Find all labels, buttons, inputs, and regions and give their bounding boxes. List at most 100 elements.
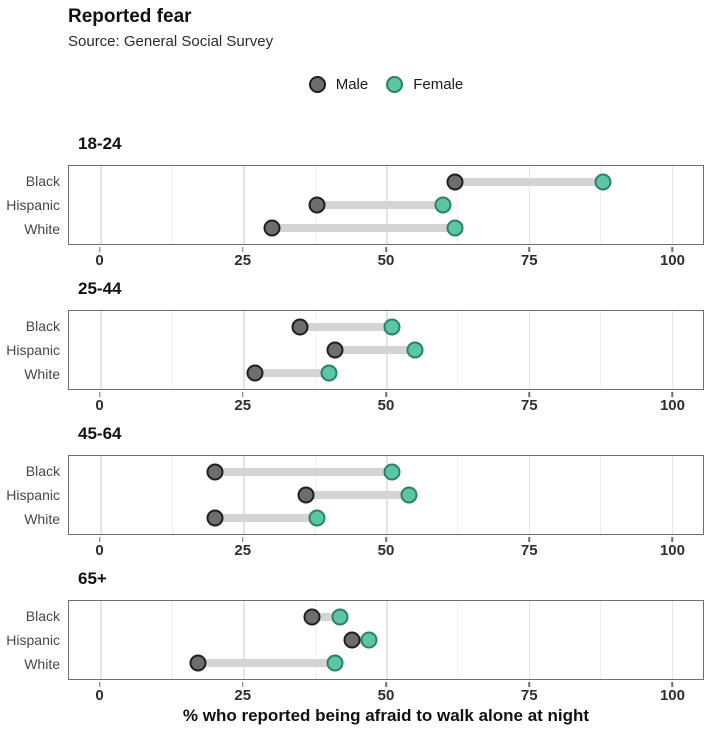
x-tick-mark (242, 247, 244, 252)
x-tick-label: 0 (95, 397, 104, 414)
major-gridline (671, 166, 674, 244)
chart-subtitle: Source: General Social Survey (68, 33, 274, 50)
dumbbell-connector (306, 491, 409, 499)
minor-gridline (600, 456, 602, 534)
male-dot-hispanic (297, 486, 315, 504)
minor-gridline (314, 311, 316, 389)
dumbbell-connector (351, 636, 369, 644)
x-tick-mark (98, 392, 101, 397)
x-tick-label: 75 (520, 397, 538, 414)
major-gridline (100, 601, 102, 679)
x-tick-mark (98, 247, 101, 252)
y-axis-label-white: White (24, 221, 60, 237)
x-tick-label: 100 (659, 252, 685, 269)
y-axis-label-hispanic: Hispanic (6, 342, 60, 358)
legend: Male Female (68, 76, 704, 93)
facet-title: 25-44 (78, 279, 122, 298)
female-dot-white (320, 364, 338, 382)
minor-gridline (457, 166, 459, 244)
legend-label-female: Female (413, 76, 464, 93)
x-axis: 0 25 50 75 100 (68, 537, 704, 559)
x-tick-label: 75 (520, 687, 538, 704)
female-dot-white (446, 219, 464, 237)
facet-title: 18-24 (78, 134, 122, 153)
facet-45-64: 45-64 Black Hispanic White 0 25 50 75 100 (0, 420, 714, 565)
major-gridline (528, 311, 531, 389)
major-gridline (528, 166, 531, 244)
male-dot-icon (308, 76, 326, 93)
x-tick-mark (671, 682, 674, 687)
facet-title: 65+ (78, 569, 107, 588)
major-gridline (100, 166, 102, 244)
dumbbell-connector (214, 514, 318, 523)
x-tick-mark (385, 392, 387, 397)
x-tick-label: 75 (520, 252, 538, 269)
chart-title: Reported fear (68, 6, 192, 27)
minor-gridline (171, 166, 173, 244)
major-gridline (671, 311, 674, 389)
female-dot-black (594, 173, 612, 191)
x-tick-mark (385, 682, 387, 687)
minor-gridline (171, 601, 173, 679)
minor-gridline (600, 311, 602, 389)
female-dot-black (331, 608, 349, 626)
y-axis-label-black: Black (25, 608, 60, 624)
minor-gridline (457, 311, 459, 389)
x-tick-mark (528, 537, 530, 542)
x-tick-mark (98, 682, 101, 687)
x-tick-label: 25 (234, 252, 252, 269)
x-tick-mark (98, 537, 101, 542)
dumbbell-connector (271, 224, 455, 233)
male-dot-black (446, 173, 464, 191)
female-dot-black (383, 318, 401, 336)
male-dot-hispanic (326, 341, 344, 359)
facet-title: 45-64 (78, 424, 122, 443)
x-axis: 0 25 50 75 100 (68, 392, 704, 414)
minor-gridline (457, 601, 459, 679)
female-dot-white (308, 509, 326, 527)
x-tick-mark (242, 392, 244, 397)
male-dot-white (206, 509, 224, 527)
female-dot-black (383, 463, 401, 481)
x-tick-mark (385, 247, 387, 252)
x-tick-label: 50 (377, 252, 395, 269)
x-tick-mark (528, 392, 530, 397)
male-dot-black (303, 608, 321, 626)
x-tick-label: 100 (659, 542, 685, 559)
dumbbell-connector (300, 322, 392, 331)
female-dot-white (326, 654, 344, 672)
y-axis-label-hispanic: Hispanic (6, 632, 60, 648)
dumbbell-connector (334, 346, 415, 354)
x-tick-label: 50 (377, 542, 395, 559)
major-gridline (243, 311, 245, 389)
x-tick-label: 25 (234, 397, 252, 414)
x-tick-label: 50 (377, 687, 395, 704)
dumbbell-connector (214, 467, 392, 476)
female-dot-hispanic (360, 631, 378, 649)
male-dot-white (189, 654, 206, 672)
y-axis-label-black: Black (25, 463, 60, 479)
panel-25-44 (68, 310, 704, 390)
panel-65+ (68, 600, 704, 680)
x-tick-mark (242, 537, 244, 542)
x-tick-label: 25 (234, 687, 252, 704)
x-tick-mark (242, 682, 244, 687)
female-dot-hispanic (434, 196, 452, 214)
major-gridline (243, 166, 245, 244)
major-gridline (100, 311, 102, 389)
legend-item-male: Male (308, 76, 368, 93)
female-dot-icon (386, 76, 404, 93)
y-axis-label-black: Black (25, 173, 60, 189)
male-dot-black (291, 318, 309, 336)
major-gridline (243, 456, 245, 534)
x-tick-mark (528, 247, 530, 252)
minor-gridline (600, 166, 602, 244)
x-tick-label: 100 (659, 687, 685, 704)
major-gridline (671, 601, 674, 679)
dumbbell-connector (454, 177, 604, 186)
x-axis: 0 25 50 75 100 (68, 682, 704, 704)
dumbbell-connector (197, 659, 335, 668)
x-tick-mark (671, 247, 674, 252)
minor-gridline (171, 311, 173, 389)
major-gridline (243, 601, 245, 679)
